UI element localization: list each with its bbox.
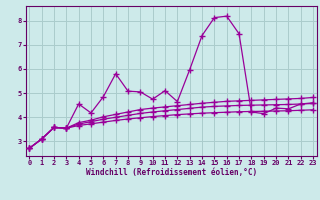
X-axis label: Windchill (Refroidissement éolien,°C): Windchill (Refroidissement éolien,°C): [86, 168, 257, 177]
